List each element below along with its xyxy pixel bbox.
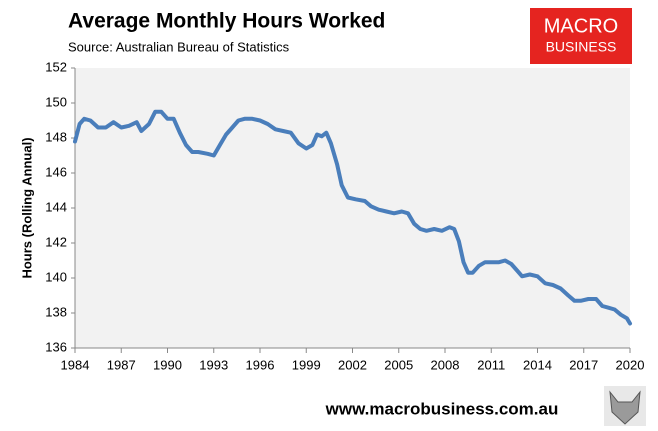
chart-subtitle: Source: Australian Bureau of Statistics — [68, 39, 290, 54]
data-line — [73, 109, 632, 326]
logo-text: BUSINESS — [546, 39, 617, 55]
y-tick-label: 146 — [45, 164, 67, 179]
x-tick-label: 2020 — [616, 357, 645, 372]
logo-text: MACRO — [544, 15, 618, 37]
y-tick-label: 142 — [45, 234, 67, 249]
x-tick-label: 1987 — [107, 357, 136, 372]
x-tick-label: 2005 — [384, 357, 413, 372]
y-tick-label: 138 — [45, 304, 67, 319]
x-tick-label: 1996 — [246, 357, 275, 372]
x-tick-label: 2011 — [477, 357, 505, 372]
y-tick-label: 136 — [45, 339, 67, 354]
x-tick-label: 2008 — [431, 357, 460, 372]
plot-area — [75, 68, 630, 348]
logo-box — [530, 8, 632, 64]
y-tick-label: 140 — [45, 269, 67, 284]
y-tick-label: 144 — [45, 199, 67, 214]
x-tick-label: 1990 — [153, 357, 182, 372]
y-tick-label: 148 — [45, 129, 67, 144]
wolf-icon — [604, 386, 646, 426]
x-tick-label: 2002 — [338, 357, 367, 372]
chart-title: Average Monthly Hours Worked — [68, 10, 385, 33]
x-tick-label: 2014 — [523, 357, 552, 372]
y-tick-label: 152 — [45, 59, 67, 74]
x-tick-label: 1993 — [199, 357, 228, 372]
y-tick-label: 150 — [45, 94, 67, 109]
icon-shape — [609, 390, 641, 425]
x-tick-label: 1984 — [61, 357, 90, 372]
x-tick-label: 2017 — [569, 357, 598, 372]
logo: MACRO BUSINESS — [530, 8, 632, 64]
footer: www.macrobusiness.com.au — [325, 399, 559, 418]
x-tick-label: 1999 — [292, 357, 321, 372]
y-axis-label: Hours (Rolling Annual) — [19, 137, 34, 278]
